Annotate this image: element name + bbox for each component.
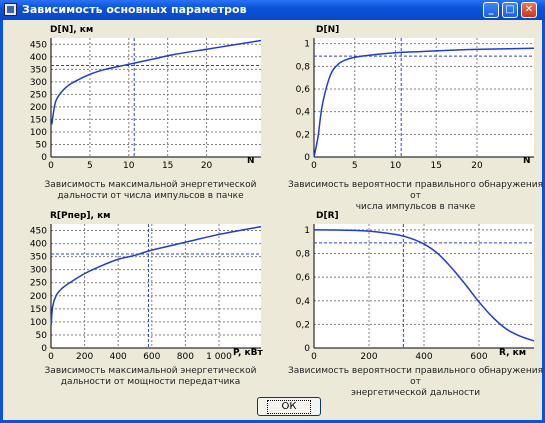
y-tick-label: 300 [30, 78, 47, 88]
x-tick-label: 0 [48, 161, 54, 171]
chart3-xname: P, кВт [233, 348, 263, 358]
y-tick-label: 400 [30, 53, 47, 63]
x-tick-label: 15 [162, 161, 173, 171]
chart2-ylabel: D[N] [316, 25, 340, 35]
chart3-ylabel: R[Pпер], км [50, 211, 111, 221]
chart1-caption: Зависимость максимальной энергетической д… [44, 180, 257, 201]
y-tick-label: 0 [41, 153, 47, 163]
x-tick-label: 20 [201, 161, 213, 171]
series-line [51, 39, 262, 125]
plot-area [51, 38, 261, 157]
chart3-caption: Зависимость максимальной энергетической д… [44, 366, 257, 387]
minimize-button[interactable]: _ [483, 2, 499, 18]
close-button[interactable]: ✕ [521, 2, 537, 18]
chart1-plot: 0 50 100 150 200 250 300 350 400 450 0 5 10 15 20 [30, 38, 262, 171]
chart2-xname: N [523, 156, 531, 166]
maximize-button[interactable]: □ [502, 2, 518, 18]
y-tick-label: 100 [30, 128, 47, 138]
chart4-ylabel: D[R] [316, 211, 339, 221]
chart2-caption: Зависимость вероятности правильного обна… [288, 180, 543, 212]
chart1-xname: N [247, 156, 255, 166]
y-tick-label: 50 [36, 140, 48, 150]
x-tick-label: 5 [87, 161, 93, 171]
window-title: Зависимость основных параметров [22, 3, 247, 16]
minimize-icon: _ [488, 4, 494, 15]
y-tick-label: 450 [30, 40, 47, 50]
y-tick-label: 350 [30, 65, 47, 75]
app-icon[interactable] [4, 3, 17, 16]
close-icon: ✕ [524, 4, 534, 15]
maximize-icon: □ [505, 4, 515, 15]
title-bar[interactable]: Зависимость основных параметров _ □ ✕ [0, 0, 545, 20]
y-tick-label: 200 [30, 103, 47, 113]
chart4-caption: Зависимость вероятности правильного обна… [288, 366, 543, 398]
ok-button[interactable]: ОК [257, 397, 321, 416]
y-tick-label: 150 [30, 115, 47, 125]
chart1-ylabel: D[N], км [50, 25, 94, 35]
chart4-xname: R, км [499, 348, 527, 358]
y-tick-label: 250 [30, 90, 47, 100]
x-tick-label: 10 [123, 161, 135, 171]
